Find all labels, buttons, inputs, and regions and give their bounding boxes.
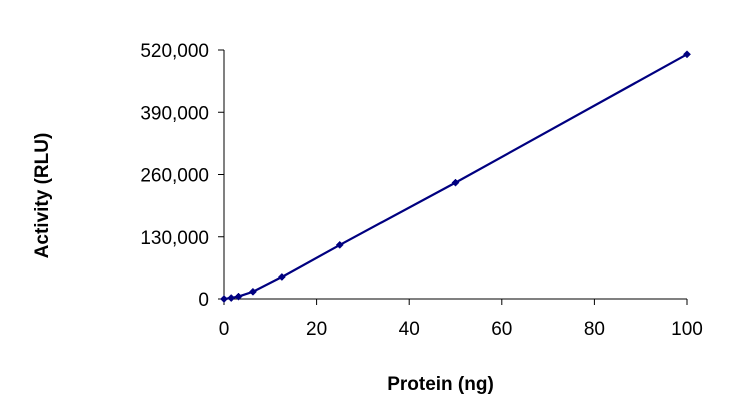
x-tick-label: 0 [219,319,230,340]
data-point [683,50,691,59]
y-axis-ticks: 0 130,000 260,000 390,000 520,000 [140,41,224,311]
y-axis-title: Activity (RLU) [32,133,53,259]
y-tick-label: 130,000 [140,228,209,249]
x-tick-label: 100 [671,319,703,340]
x-tick-label: 60 [491,319,512,340]
data-point [451,178,460,187]
x-tick-label: 40 [399,319,420,340]
data-point [335,240,344,249]
data-point [227,294,236,302]
y-tick-label: 0 [198,290,209,311]
y-tick-label: 520,000 [140,41,209,62]
y-tick-label: 260,000 [140,166,209,187]
x-tick-label: 80 [584,319,605,340]
x-axis-ticks: 0 20 40 60 80 100 [219,299,703,340]
data-point [248,287,257,296]
x-axis-title: Protein (ng) [387,374,494,395]
y-tick-label: 390,000 [140,103,209,124]
data-point [234,292,243,301]
data-point [220,295,228,303]
data-point [277,273,286,281]
series-layer [220,50,691,303]
series-line [223,53,688,301]
plot-area: 0 130,000 260,000 390,000 520,000 0 20 40 60 80 1… [140,41,703,340]
x-tick-label: 20 [306,319,327,340]
